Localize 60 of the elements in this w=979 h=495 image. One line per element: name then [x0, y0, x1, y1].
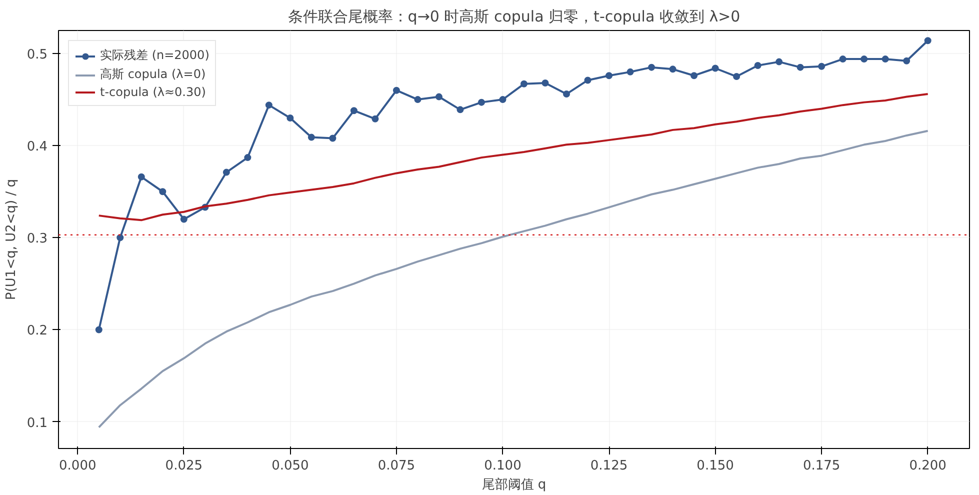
point [265, 102, 272, 109]
point [308, 134, 315, 141]
point [222, 168, 230, 176]
point [138, 173, 145, 180]
legend-label: 实际残差 (n=2000) [100, 47, 210, 64]
point [563, 90, 570, 98]
point [903, 57, 910, 64]
x-tick-label: 0.200 [909, 458, 946, 474]
y-axis-title: P(U1<q, U2<q) / q [4, 178, 19, 300]
legend-label: 高斯 copula (λ=0) [100, 66, 206, 83]
point [648, 64, 656, 71]
point [456, 106, 464, 114]
point [520, 80, 528, 88]
x-tick-label: 0.000 [59, 458, 96, 474]
point [584, 76, 592, 84]
point [712, 64, 719, 72]
point [414, 96, 422, 104]
point [329, 134, 336, 142]
point [669, 66, 676, 73]
y-tick-label: 0.2 [26, 324, 48, 339]
point [95, 326, 102, 334]
point [776, 58, 783, 66]
x-tick-label: 0.125 [590, 458, 628, 474]
x-tick-label: 0.025 [165, 458, 203, 474]
point [159, 188, 166, 196]
point [286, 114, 294, 122]
point [626, 68, 634, 76]
point [478, 98, 485, 106]
point [860, 56, 868, 63]
line-series [98, 130, 929, 428]
point [350, 107, 358, 114]
point [839, 56, 846, 63]
y-tick-label: 0.4 [26, 140, 48, 155]
point [542, 79, 549, 86]
point [244, 154, 252, 162]
point [690, 72, 698, 80]
legend-label: t-copula (λ≈0.30) [100, 85, 206, 99]
point [116, 234, 124, 242]
point [435, 93, 442, 100]
x-tick-label: 0.175 [802, 458, 840, 474]
point [606, 72, 613, 80]
y-tick-label: 0.1 [26, 416, 48, 431]
point [733, 73, 740, 80]
point [754, 62, 762, 69]
point [796, 64, 804, 71]
x-tick-label: 0.100 [484, 458, 522, 474]
point [392, 86, 400, 94]
point [882, 56, 889, 63]
x-tick-label: 0.050 [272, 458, 309, 474]
point [499, 96, 506, 104]
x-tick-label: 0.150 [696, 458, 734, 474]
point [180, 216, 188, 223]
chart-title: 条件联合尾概率：q→0 时高斯 copula 归零，t-copula 收敛到 λ>0 [288, 8, 740, 26]
x-tick-label: 0.075 [378, 458, 416, 474]
x-axis-title: 尾部阈值 q [482, 478, 546, 492]
point [818, 62, 826, 70]
point [372, 115, 379, 122]
y-tick-label: 0.5 [26, 48, 48, 63]
point [924, 37, 932, 44]
y-tick-label: 0.3 [26, 232, 48, 247]
